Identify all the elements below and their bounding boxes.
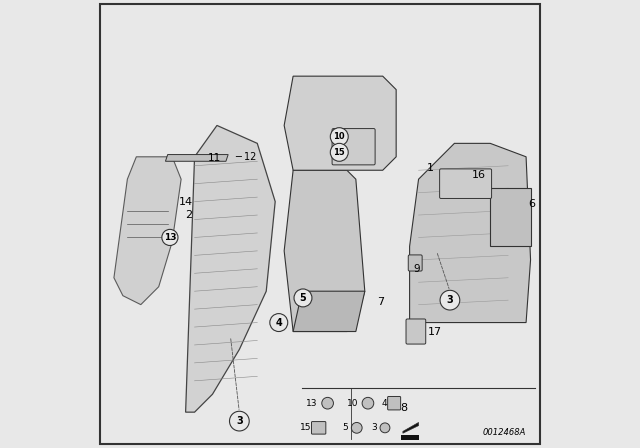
Circle shape	[380, 423, 390, 433]
FancyBboxPatch shape	[312, 422, 326, 434]
Text: 15: 15	[333, 148, 345, 157]
Text: 4: 4	[382, 399, 388, 408]
Text: 5: 5	[300, 293, 307, 303]
Circle shape	[440, 290, 460, 310]
FancyBboxPatch shape	[332, 129, 375, 165]
Text: 8: 8	[401, 403, 408, 413]
Text: 0012468A: 0012468A	[483, 428, 526, 437]
Text: 7: 7	[378, 297, 385, 307]
Text: 13: 13	[164, 233, 176, 242]
Text: 6: 6	[529, 199, 535, 209]
Text: 3: 3	[236, 416, 243, 426]
Polygon shape	[403, 422, 419, 433]
Polygon shape	[293, 291, 365, 332]
Circle shape	[230, 411, 249, 431]
FancyBboxPatch shape	[440, 169, 492, 198]
Circle shape	[330, 128, 348, 146]
FancyBboxPatch shape	[408, 255, 422, 271]
Text: ─ 12: ─ 12	[235, 152, 256, 162]
Text: 16: 16	[472, 170, 486, 180]
Text: 13: 13	[307, 399, 317, 408]
Text: 3: 3	[447, 295, 453, 305]
Text: 15: 15	[300, 423, 311, 432]
Circle shape	[294, 289, 312, 307]
Polygon shape	[186, 125, 275, 412]
Circle shape	[270, 314, 288, 332]
Circle shape	[322, 397, 333, 409]
Text: 3: 3	[371, 423, 377, 432]
FancyBboxPatch shape	[406, 319, 426, 344]
Circle shape	[330, 143, 348, 161]
Text: 4: 4	[275, 318, 282, 327]
Text: 10: 10	[347, 399, 358, 408]
Text: 5: 5	[342, 423, 348, 432]
Polygon shape	[284, 76, 396, 170]
Polygon shape	[410, 143, 531, 323]
Circle shape	[362, 397, 374, 409]
Circle shape	[162, 229, 178, 246]
Text: 10: 10	[333, 132, 345, 141]
Text: 9: 9	[413, 264, 420, 274]
Circle shape	[351, 422, 362, 433]
Text: 2: 2	[186, 210, 193, 220]
Text: 14: 14	[179, 197, 193, 207]
Polygon shape	[114, 157, 181, 305]
Polygon shape	[490, 188, 531, 246]
Polygon shape	[284, 170, 365, 332]
Text: 11: 11	[208, 153, 221, 163]
Bar	[401, 435, 419, 440]
Polygon shape	[165, 155, 228, 161]
Text: 1: 1	[427, 163, 434, 173]
Text: 17: 17	[428, 327, 442, 336]
FancyBboxPatch shape	[388, 396, 401, 410]
